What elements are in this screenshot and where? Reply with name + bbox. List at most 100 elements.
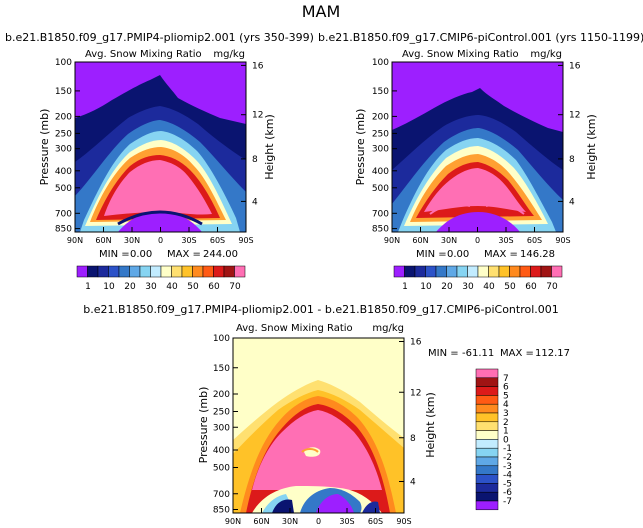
panel-1-x-tick-label: 60N (95, 236, 111, 245)
panel-2-y-tick-label: 150 (372, 87, 389, 97)
panel-1-colorbar-label: 1 (85, 282, 91, 292)
panel-2-stat-max-value: 146.28 (520, 249, 555, 260)
panel-3-title: b.e21.B1850.f09_g17.PMIP4-pliomip2.001 -… (83, 303, 559, 316)
panel-2-subtitle-right: mg/kg (530, 49, 562, 60)
panel-3-colorbar-swatch (475, 368, 499, 379)
panel-3-colorbar-label: 2 (503, 418, 509, 428)
panel-3-x-tick-label: 60N (253, 517, 269, 526)
panel-2-y-tick-label: 400 (372, 167, 389, 177)
panel-2-stat-min-value: 0.00 (447, 249, 469, 260)
panel-3-colorbar-swatch (475, 430, 499, 440)
panel-3: b.e21.B1850.f09_g17.PMIP4-pliomip2.001 -… (83, 303, 570, 526)
panel-3-right-tick-label: 16 (410, 338, 422, 348)
panel-1-right-axis-label: Height (km) (263, 114, 276, 180)
panel-1-x-tick-label: 60S (210, 236, 225, 245)
panel-3-colorbar-swatch (475, 465, 499, 475)
panel-1-x-tick-label: 30S (181, 236, 196, 245)
panel-2-colorbar-label: 60 (525, 282, 537, 292)
panel-3-y-tick-label: 850 (213, 506, 230, 516)
panel-2-colorbar-swatch (393, 265, 405, 278)
panel-1-y-tick-label: 200 (55, 112, 72, 122)
panel-1-stat-max-label: MAX = (167, 249, 201, 260)
panel-2-colorbar-label: 10 (420, 282, 432, 292)
panel-2-contour-field (392, 62, 563, 232)
panel-3-y-tick-label: 500 (213, 464, 230, 474)
panel-3-colorbar-swatch (475, 474, 499, 484)
panel-2-y-axis-label: Pressure (mb) (354, 109, 367, 186)
panel-3-x-tick-label: 30N (282, 517, 298, 526)
panel-2-colorbar-swatch (509, 265, 521, 278)
panel-3-colorbar-label: -6 (503, 488, 512, 498)
panel-3-colorbar-label: 1 (503, 427, 509, 437)
panel-1-right-tick-label: 4 (252, 197, 258, 207)
panel-1-title: b.e21.B1850.f09_g17.PMIP4-pliomip2.001 (… (5, 31, 314, 44)
panel-1-colorbar-swatch (87, 265, 99, 278)
panel-3-colorbar-label: -7 (503, 497, 512, 507)
panel-2-colorbar-swatch (456, 265, 468, 278)
panel-1-colorbar-label: 40 (166, 282, 178, 292)
panel-2-y-tick-label: 100 (372, 58, 389, 68)
panel-1-stat-max-value: 244.00 (203, 249, 238, 260)
panel-3-stat-max-value: 112.17 (535, 348, 570, 359)
panel-3-colorbar-label: -3 (503, 462, 512, 472)
panel-1-colorbar-label: 10 (103, 282, 115, 292)
panel-1-y-tick-label: 300 (55, 145, 72, 155)
panel-3-y-tick-label: 150 (213, 364, 230, 374)
panel-3-y-tick-label: 700 (213, 490, 230, 500)
panel-3-y-tick-label: 300 (213, 423, 230, 433)
panel-1-stat-min-label: MIN = (99, 249, 130, 260)
panel-3-colorbar-swatch (475, 491, 499, 502)
panel-3-colorbar-label: 3 (503, 409, 509, 419)
panel-2-right-tick-label: 4 (569, 197, 575, 207)
panel-2-colorbar-swatch (435, 265, 447, 278)
panel-1-colorbar-swatch (129, 265, 141, 278)
panel-2-x-tick-label: 90S (555, 236, 570, 245)
panel-2-right-tick-label: 16 (569, 61, 581, 71)
panel-3-colorbar-swatch (475, 403, 499, 414)
panel-1-y-tick-label: 150 (55, 87, 72, 97)
panel-1-colorbar-label: 70 (229, 282, 241, 292)
panel-1-colorbar-swatch (150, 265, 162, 278)
panel-1-x-tick-label: 90S (238, 236, 253, 245)
panel-1-colorbar-swatch (171, 265, 183, 278)
panel-1-right-tick-label: 12 (252, 111, 263, 121)
panel-3-colorbar-label: 5 (503, 391, 509, 401)
panel-1-right-tick-label: 16 (252, 61, 264, 71)
panel-3-colorbar-label: 0 (503, 435, 509, 445)
panel-2-colorbar-swatch (498, 265, 510, 278)
panel-3-right-tick-label: 12 (410, 388, 421, 398)
panel-1-colorbar-swatch (192, 265, 204, 278)
panel-1-colorbar-swatch (108, 265, 120, 278)
panel-1-y-tick-label: 250 (55, 129, 72, 139)
panel-3-colorbar-label: 4 (503, 400, 509, 410)
panel-2-y-tick-label: 500 (372, 184, 389, 194)
panel-1-y-tick-label: 100 (55, 58, 72, 68)
panel-3-y-tick-label: 400 (213, 446, 230, 456)
panel-1-colorbar-swatch (76, 265, 88, 278)
panel-1-x-tick-label: 0 (158, 236, 163, 245)
panel-2-colorbar-label: 1 (402, 282, 408, 292)
panel-3-stat-min-value: -61.11 (462, 348, 494, 359)
panel-3-colorbar-swatch (475, 395, 499, 405)
panel-2-colorbar-label: 50 (504, 282, 516, 292)
panel-3-stat-min-label: MIN = (428, 348, 459, 359)
panel-2-stat-max-label: MAX = (484, 249, 518, 260)
panel-3-right-tick-label: 8 (410, 434, 416, 444)
panel-1-colorbar-label: 60 (208, 282, 220, 292)
panel-2-colorbar-swatch (488, 265, 500, 278)
panel-3-colorbar-swatch (475, 456, 499, 467)
panel-3-subtitle-left: Avg. Snow Mixing Ratio (236, 323, 353, 334)
panel-3-colorbar-label: -1 (503, 444, 512, 454)
panel-2-colorbar-swatch (540, 265, 552, 278)
panel-1-y-axis-label: Pressure (mb) (38, 109, 51, 186)
panel-1-subtitle-left: Avg. Snow Mixing Ratio (85, 49, 202, 60)
panel-1-colorbar-label: 30 (145, 282, 157, 292)
panel-2-x-tick-label: 0 (475, 236, 480, 245)
panel-3-colorbar-swatch (475, 412, 499, 423)
panel-2-y-tick-label: 250 (372, 129, 389, 139)
panel-3-colorbar-swatch (475, 500, 499, 511)
panel-3-colorbar-swatch (475, 421, 499, 431)
panel-3-x-tick-label: 90S (396, 517, 411, 526)
panel-2-colorbar-swatch (425, 265, 437, 278)
panel-2-x-tick-label: 90N (384, 236, 400, 245)
